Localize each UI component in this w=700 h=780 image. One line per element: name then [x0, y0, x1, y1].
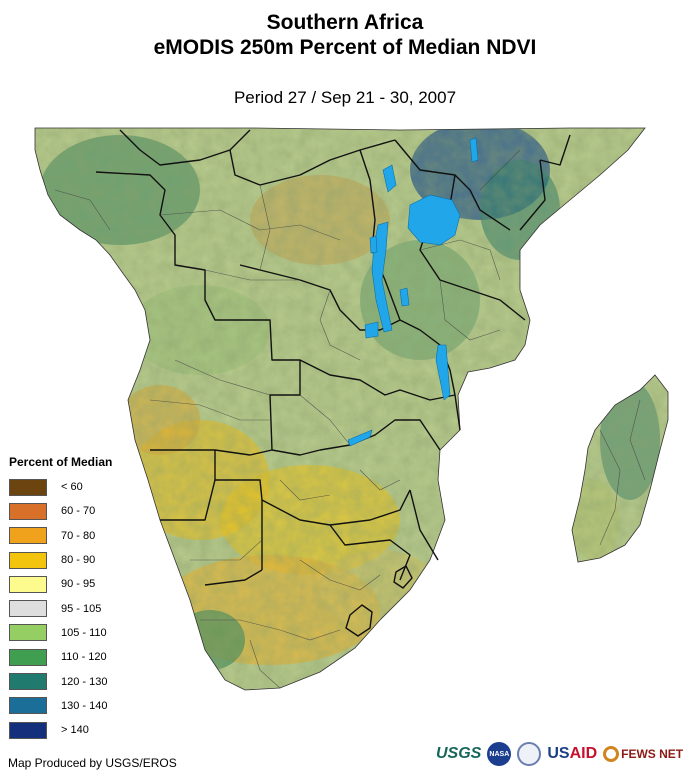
legend-label: 95 - 105	[61, 602, 102, 615]
lake-victoria	[407, 194, 461, 246]
fews-net-logo: FEWS NET	[603, 746, 683, 762]
lake-rukwa	[399, 287, 410, 307]
legend-title: Percent of Median	[9, 455, 113, 469]
usaid-logo-aid: AID	[569, 745, 598, 762]
lake-albert	[382, 164, 397, 193]
usaid-logo-us: US	[547, 745, 570, 762]
title-line-2: eMODIS 250m Percent of Median NDVI	[153, 36, 537, 59]
legend-swatch	[9, 575, 47, 593]
legend-item: 90 - 95	[9, 572, 139, 596]
legend-swatch	[9, 551, 47, 569]
lake-malawi	[435, 344, 451, 401]
legend-item: 80 - 90	[9, 548, 139, 572]
legend-item: 130 - 140	[9, 694, 139, 718]
usgs-logo: USGS	[436, 745, 482, 762]
usaid-logo: US AID	[547, 745, 597, 763]
legend-item: 120 - 130	[9, 669, 139, 693]
admin-boundaries	[54, 149, 646, 689]
legend: Percent of Median < 60 60 - 70 70 - 80 80 -…	[9, 455, 139, 742]
legend-label: 90 - 95	[61, 578, 96, 591]
legend-rows: < 60 60 - 70 70 - 80 80 - 90 90 - 95 95 - 105…	[9, 475, 139, 742]
legend-label: 70 - 80	[61, 529, 96, 542]
legend-swatch	[9, 478, 47, 496]
legend-item: 60 - 70	[9, 499, 139, 523]
legend-swatch	[9, 721, 47, 739]
legend-item: < 60	[9, 475, 139, 499]
legend-swatch	[9, 624, 47, 642]
legend-swatch	[9, 697, 47, 715]
legend-label: 60 - 70	[61, 505, 96, 518]
legend-swatch	[9, 600, 47, 618]
fews-ring-icon	[603, 746, 620, 762]
legend-label: 110 - 120	[61, 651, 107, 664]
credit-text: Map Produced by USGS/EROS	[8, 756, 177, 770]
legend-item: > 140	[9, 718, 139, 742]
legend-item: 70 - 80	[9, 524, 139, 548]
legend-item: 110 - 120	[9, 645, 139, 669]
coastline	[34, 127, 646, 691]
nasa-logo: NASA	[487, 742, 512, 766]
lake-mweru	[364, 321, 379, 339]
legend-label: 80 - 90	[61, 554, 96, 567]
legend-item: 105 - 110	[9, 621, 139, 645]
map-title: Southern Africa eMODIS 250m Percent of M…	[0, 10, 690, 60]
legend-swatch	[9, 648, 47, 666]
legend-label: > 140	[61, 724, 89, 737]
madagascar-coast	[571, 374, 669, 563]
map-subtitle: Period 27 / Sep 21 - 30, 2007	[233, 88, 457, 107]
fews-net-label: FEWS NET	[621, 747, 684, 761]
legend-label: 120 - 130	[61, 675, 108, 688]
legend-swatch	[9, 502, 47, 520]
title-line-1: Southern Africa	[266, 11, 424, 34]
legend-label: < 60	[61, 481, 83, 494]
lake-turkana	[469, 137, 479, 163]
usaid-seal-icon	[517, 742, 542, 766]
legend-swatch	[9, 673, 47, 691]
lake-kivu	[369, 235, 378, 254]
legend-label: 105 - 110	[61, 626, 107, 639]
legend-item: 95 - 105	[9, 596, 139, 620]
legend-swatch	[9, 527, 47, 545]
lakes	[347, 137, 479, 447]
lake-kariba	[347, 429, 373, 447]
legend-label: 130 - 140	[61, 699, 108, 712]
partner-logos: USGS NASA US AID FEWS NET	[436, 737, 692, 771]
